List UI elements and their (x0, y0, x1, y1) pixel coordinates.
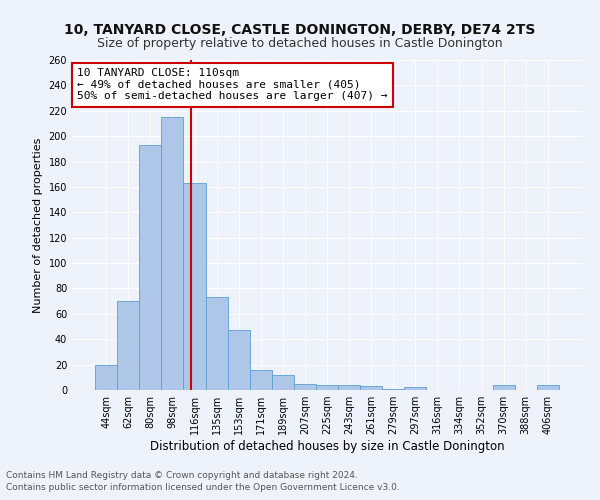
Y-axis label: Number of detached properties: Number of detached properties (33, 138, 43, 312)
Text: Size of property relative to detached houses in Castle Donington: Size of property relative to detached ho… (97, 38, 503, 51)
Bar (206, 298, 227, 390)
Bar (95, 364, 117, 390)
Bar (272, 375, 294, 390)
Bar (184, 183, 206, 390)
Text: 10 TANYARD CLOSE: 110sqm
← 49% of detached houses are smaller (405)
50% of semi-: 10 TANYARD CLOSE: 110sqm ← 49% of detach… (77, 68, 388, 102)
Text: Contains public sector information licensed under the Open Government Licence v3: Contains public sector information licen… (6, 484, 400, 492)
Bar (404, 388, 427, 390)
Bar (117, 301, 139, 390)
Bar (537, 385, 559, 390)
Bar (250, 370, 272, 390)
Text: 10, TANYARD CLOSE, CASTLE DONINGTON, DERBY, DE74 2TS: 10, TANYARD CLOSE, CASTLE DONINGTON, DER… (64, 22, 536, 36)
X-axis label: Distribution of detached houses by size in Castle Donington: Distribution of detached houses by size … (149, 440, 505, 453)
Bar (227, 330, 250, 390)
Text: Contains HM Land Registry data © Crown copyright and database right 2024.: Contains HM Land Registry data © Crown c… (6, 471, 358, 480)
Bar (316, 385, 338, 390)
Bar (338, 385, 360, 390)
Bar (382, 388, 404, 390)
Bar (294, 384, 316, 390)
Bar (161, 117, 184, 390)
Bar (493, 385, 515, 390)
Bar (139, 145, 161, 390)
Bar (360, 386, 382, 390)
